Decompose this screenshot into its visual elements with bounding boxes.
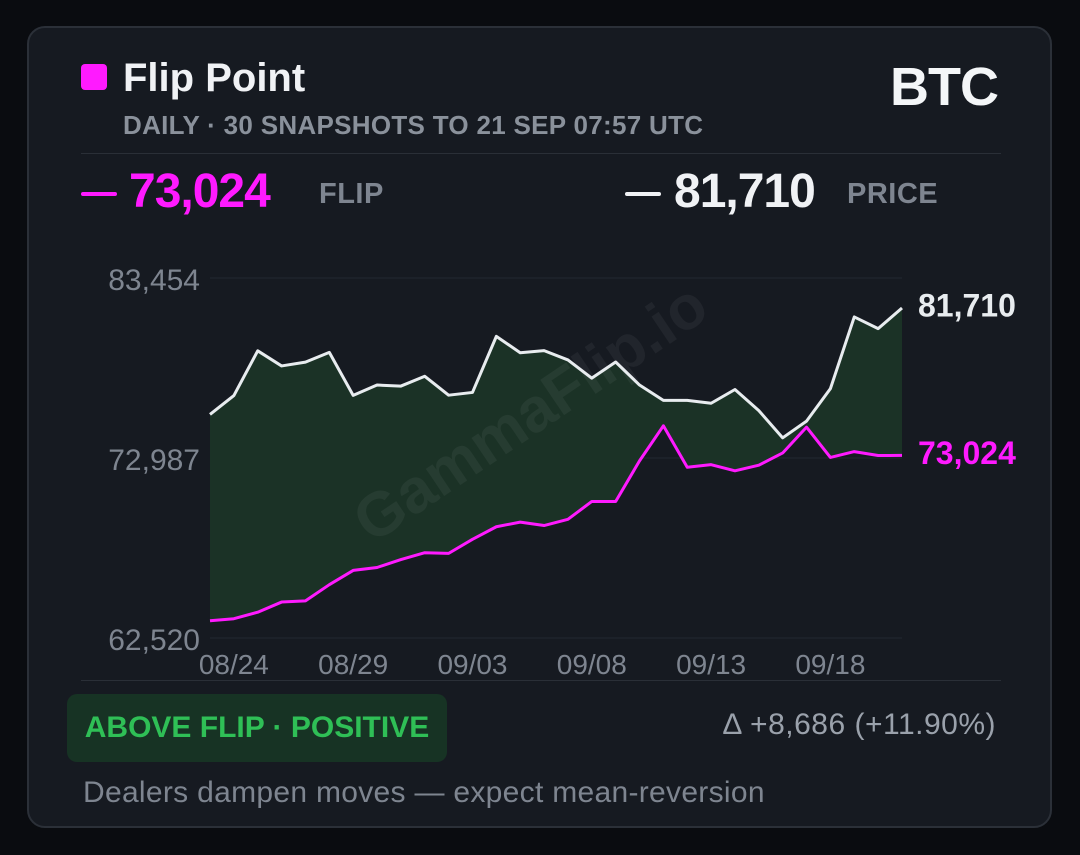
series-end-labels: 81,710 73,024: [918, 287, 1016, 470]
x-tick-label: 09/08: [557, 649, 627, 680]
series-price-line: [209, 306, 903, 440]
series-end-label-price: 81,710: [918, 287, 1016, 323]
price-legend-line: [625, 192, 661, 196]
y-tick-label: 72,987: [108, 444, 200, 477]
asset-symbol: BTC: [890, 57, 999, 117]
x-tick-label: 09/03: [437, 649, 507, 680]
x-tick-label: 08/24: [199, 649, 269, 680]
x-tick-label: 09/18: [795, 649, 865, 680]
divider-bottom: [81, 680, 1001, 681]
card-title: Flip Point: [123, 56, 306, 100]
price-label: PRICE: [847, 178, 939, 210]
card-subtitle: DAILY · 30 SNAPSHOTS TO 21 SEP 07:57 UTC: [123, 110, 704, 140]
series-end-label-flip: 73,024: [918, 435, 1016, 471]
divider-top: [81, 153, 1001, 154]
flip-label: FLIP: [319, 178, 384, 210]
x-axis-ticks: 08/24 08/29 09/03 09/08 09/13 09/18: [199, 649, 866, 680]
x-tick-label: 08/29: [318, 649, 388, 680]
status-badge: ABOVE FLIP · POSITIVE: [67, 694, 447, 762]
y-axis-ticks: 83,454 72,987 62,520: [108, 264, 200, 657]
y-tick-label: 83,454: [108, 264, 200, 297]
x-tick-label: 09/13: [676, 649, 746, 680]
flip-legend-line: [81, 192, 117, 196]
series-flip-line: [209, 424, 903, 623]
status-note: Dealers dampen moves — expect mean-rever…: [83, 776, 765, 809]
y-tick-label: 62,520: [108, 624, 200, 657]
flip-value: 73,024: [129, 165, 271, 218]
delta-readout: Δ +8,686 (+11.90%): [722, 708, 996, 741]
flip-color-swatch: [81, 64, 107, 90]
price-value: 81,710: [674, 165, 816, 218]
